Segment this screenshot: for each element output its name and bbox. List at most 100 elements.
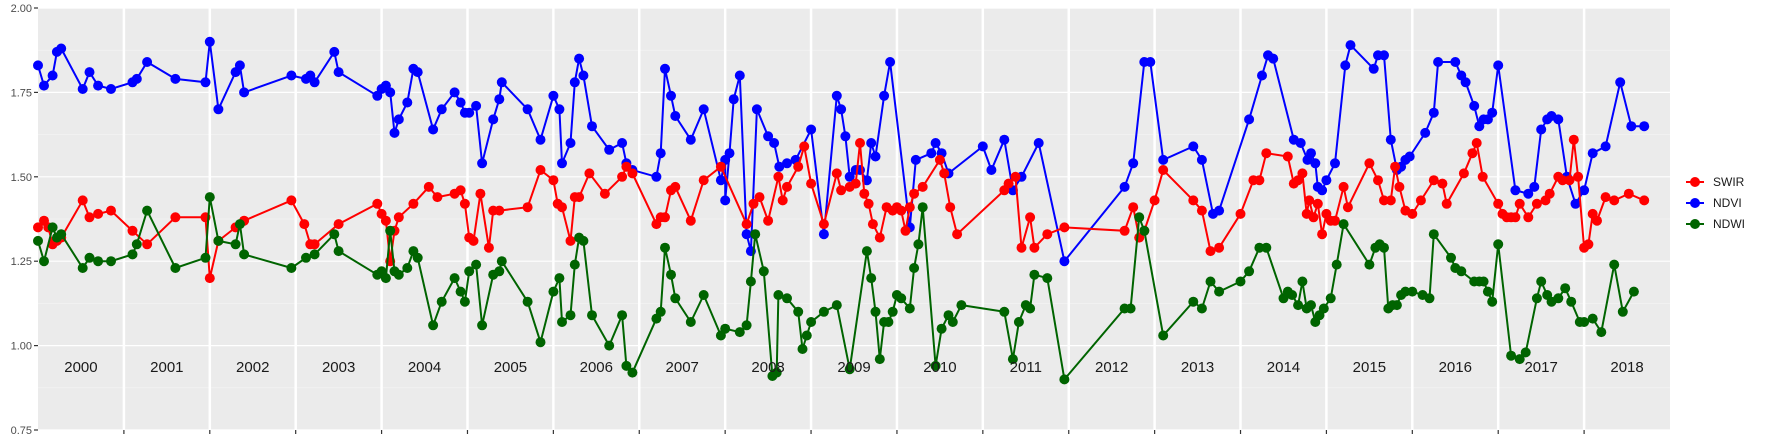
data-point-swir: [1364, 158, 1375, 169]
data-point-ndvi: [106, 84, 116, 94]
data-point-swir: [1317, 229, 1328, 240]
data-point-ndwi: [956, 300, 967, 311]
data-point-ndvi: [1570, 198, 1581, 209]
data-point-ndwi: [93, 256, 104, 267]
data-point-ndwi: [1553, 293, 1564, 304]
data-point-ndwi: [750, 229, 761, 240]
data-point-swir: [867, 219, 878, 230]
data-point-ndvi: [239, 87, 250, 98]
data-point-ndwi: [412, 252, 423, 263]
data-point-ndvi: [574, 53, 585, 64]
data-point-ndvi: [818, 229, 829, 240]
data-point-swir: [617, 171, 628, 182]
data-point-ndwi: [1059, 374, 1070, 385]
data-point-ndwi: [557, 317, 567, 327]
data-point-ndwi: [477, 320, 488, 331]
data-point-ndvi: [309, 77, 320, 88]
data-point-ndwi: [1139, 225, 1150, 236]
data-point-swir: [799, 141, 810, 152]
data-point-ndvi: [477, 158, 488, 169]
data-point-ndvi: [930, 138, 941, 148]
data-point-swir: [1609, 195, 1620, 206]
data-point-ndwi: [385, 225, 396, 236]
data-point-ndvi: [1487, 107, 1498, 118]
data-point-swir: [1158, 165, 1169, 175]
data-point-ndvi: [1310, 158, 1321, 169]
data-point-swir: [1119, 225, 1130, 236]
data-point-ndwi: [380, 273, 391, 284]
year-label: 2009: [837, 359, 870, 376]
data-point-ndwi: [1364, 259, 1375, 270]
data-point-ndvi: [1404, 151, 1415, 162]
data-point-ndvi: [1433, 57, 1444, 67]
data-point-swir: [1188, 195, 1199, 206]
legend-key-marker: [1690, 198, 1700, 208]
data-point-swir: [1025, 212, 1036, 223]
data-point-swir: [1415, 195, 1426, 206]
data-point-ndvi: [604, 144, 615, 155]
data-point-ndwi: [896, 293, 907, 304]
data-point-ndwi: [522, 296, 533, 307]
year-label: 2011: [1010, 359, 1042, 376]
data-point-ndvi: [670, 111, 681, 121]
year-label: 2003: [322, 359, 355, 376]
data-point-swir: [909, 188, 920, 199]
data-point-swir: [1304, 195, 1315, 206]
data-point-ndwi: [773, 290, 784, 300]
data-point-swir: [1042, 229, 1053, 240]
series-layer: [33, 36, 1650, 385]
data-point-swir: [1261, 148, 1272, 159]
data-point-ndwi: [1134, 212, 1145, 223]
data-point-ndwi: [1254, 242, 1265, 253]
data-point-ndwi: [670, 293, 681, 304]
data-point-ndvi: [1639, 121, 1650, 132]
year-label: 2012: [1095, 359, 1128, 376]
data-point-ndwi: [887, 306, 898, 317]
data-point-ndwi: [771, 367, 782, 378]
data-point-swir: [818, 219, 829, 230]
data-point-ndvi: [1579, 185, 1590, 196]
data-point-ndwi: [1446, 252, 1456, 263]
y-axis: 0.75 1.00 1.25 1.50 1.75 2.00: [11, 3, 1585, 437]
year-label: 2006: [580, 359, 613, 376]
data-point-ndwi: [666, 269, 676, 280]
data-point-swir: [1394, 181, 1405, 192]
data-point-swir: [1254, 175, 1265, 186]
data-point-swir: [432, 192, 443, 203]
data-point-ndwi: [1407, 286, 1418, 297]
data-point-ndvi: [844, 171, 855, 182]
legend-label: NDWI: [1713, 217, 1745, 231]
data-point-swir: [1407, 208, 1418, 219]
data-point-ndwi: [866, 273, 877, 284]
data-point-swir: [1312, 198, 1323, 209]
data-point-ndwi: [1261, 242, 1272, 253]
data-point-ndvi: [831, 90, 842, 101]
data-point-swir: [1338, 181, 1349, 192]
data-point-ndvi: [1214, 205, 1225, 216]
data-point-ndwi: [494, 266, 505, 277]
data-point-ndwi: [33, 235, 43, 246]
data-point-ndvi: [329, 46, 340, 57]
data-point-swir: [1510, 212, 1521, 223]
data-point-ndwi: [660, 242, 670, 253]
data-point-swir: [535, 165, 546, 175]
data-point-ndvi: [1460, 77, 1471, 88]
data-point-ndvi: [1196, 154, 1207, 165]
data-point-ndwi: [936, 323, 947, 334]
data-point-swir: [1235, 208, 1246, 219]
data-point-ndvi: [557, 158, 567, 169]
data-point-swir: [945, 202, 956, 213]
data-point-ndwi: [1482, 286, 1493, 297]
data-point-ndvi: [1615, 77, 1626, 88]
data-point-ndwi: [870, 306, 881, 317]
data-point-swir: [1458, 168, 1469, 179]
data-point-ndwi: [464, 266, 475, 277]
data-point-ndvi: [170, 73, 181, 84]
data-point-ndwi: [39, 256, 49, 267]
data-point-ndwi: [1456, 266, 1467, 277]
data-point-ndvi: [769, 138, 780, 148]
data-point-swir: [874, 232, 885, 243]
data-point-ndvi: [494, 94, 505, 105]
data-point-ndwi: [106, 256, 116, 267]
data-point-ndvi: [200, 77, 211, 88]
